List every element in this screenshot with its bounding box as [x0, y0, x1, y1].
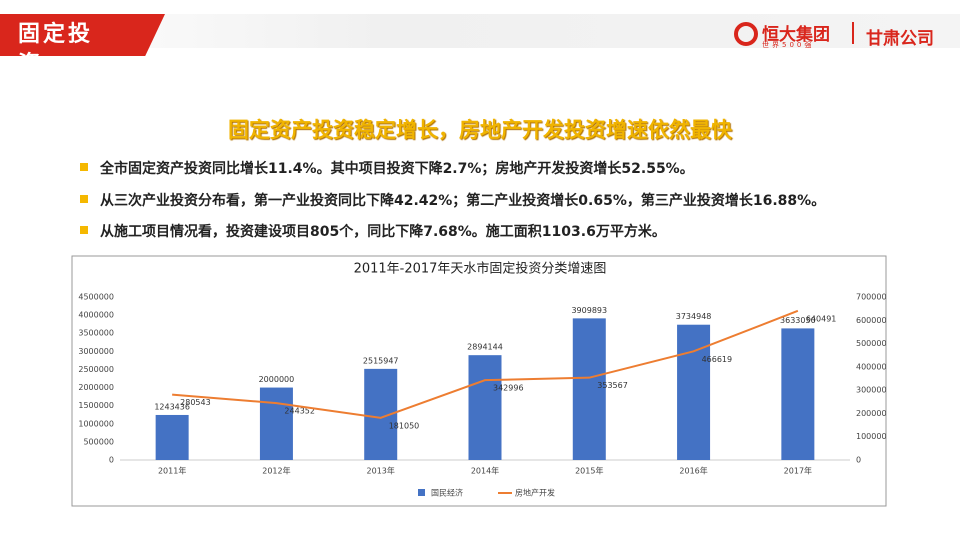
bar [468, 355, 502, 460]
bar-label: 1243436 [154, 402, 190, 411]
bar [155, 414, 189, 460]
bullet: 从三次产业投资分布看，第一产业投资同比下降42.42%；第二产业投资增长0.65… [80, 190, 825, 210]
x-tick-label: 2013年 [367, 466, 395, 476]
logo: 恒大集团 [762, 25, 830, 45]
header-tab: 固定投资 [0, 14, 165, 56]
y-tick-label: 2000000 [78, 383, 114, 392]
bullet: 从施工项目情况看，投资建设项目805个，同比下降7.68%。施工面积1103.6… [80, 221, 666, 241]
bar-label: 2515947 [363, 356, 399, 365]
bar [572, 318, 606, 460]
bar-label: 3734948 [676, 312, 712, 321]
bar-label: 3909893 [571, 306, 607, 315]
x-tick-label: 2016年 [679, 466, 707, 476]
line-label: 280543 [180, 398, 211, 407]
logo-icon [734, 22, 758, 46]
x-tick-label: 2011年 [158, 466, 186, 476]
chart-frame [71, 255, 887, 507]
x-tick-label: 2015年 [575, 466, 603, 476]
bar-label: 2000000 [259, 375, 295, 384]
y-tick-label: 3000000 [78, 347, 114, 356]
x-tick-label: 2014年 [471, 466, 499, 476]
y2-tick-label: 500000 [856, 339, 887, 348]
line-label: 640491 [806, 314, 837, 323]
line-label: 466619 [702, 355, 733, 364]
chart-title: 2011年-2017年天水市固定投资分类增速图 [354, 261, 607, 277]
y2-tick-label: 400000 [856, 362, 887, 371]
company: 甘肃公司 [866, 29, 934, 49]
legend-label: 房地产开发 [515, 488, 555, 498]
bar [781, 328, 815, 460]
y-tick-label: 1500000 [78, 401, 114, 410]
logo-sub: 世界500强 [762, 41, 815, 49]
y-tick-label: 2500000 [78, 365, 114, 374]
y-tick-label: 4500000 [78, 293, 114, 302]
bar-label: 2894144 [467, 343, 503, 352]
y2-tick-label: 0 [856, 456, 861, 465]
legend-swatch [418, 489, 425, 496]
y-tick-label: 0 [109, 456, 114, 465]
divider [852, 22, 854, 44]
line-label: 342996 [493, 384, 524, 393]
bar [259, 387, 293, 460]
line-label: 181050 [389, 421, 420, 430]
y2-tick-label: 200000 [856, 409, 887, 418]
y2-tick-label: 300000 [856, 386, 887, 395]
x-tick-label: 2017年 [784, 466, 812, 476]
bullet: 全市固定资产投资同比增长11.4%。其中项目投资下降2.7%；房地产开发投资增长… [80, 158, 694, 178]
line [172, 309, 799, 419]
x-tick-label: 2012年 [262, 466, 290, 476]
bar-label: 3633050 [780, 316, 816, 325]
line-label: 353567 [597, 381, 628, 390]
y2-tick-label: 600000 [856, 316, 887, 325]
y-tick-label: 3500000 [78, 329, 114, 338]
legend-label: 国民经济 [431, 488, 463, 498]
line-label: 244352 [284, 407, 315, 416]
y-tick-label: 4000000 [78, 311, 114, 320]
bar [677, 324, 711, 460]
y-tick-label: 1000000 [78, 419, 114, 428]
heading: 固定资产投资稳定增长，房地产开发投资增速依然最快 [228, 118, 732, 142]
y2-tick-label: 100000 [856, 432, 887, 441]
y-tick-label: 500000 [83, 437, 114, 446]
y2-tick-label: 700000 [856, 293, 887, 302]
tab-title: 固定投资 [18, 22, 94, 56]
